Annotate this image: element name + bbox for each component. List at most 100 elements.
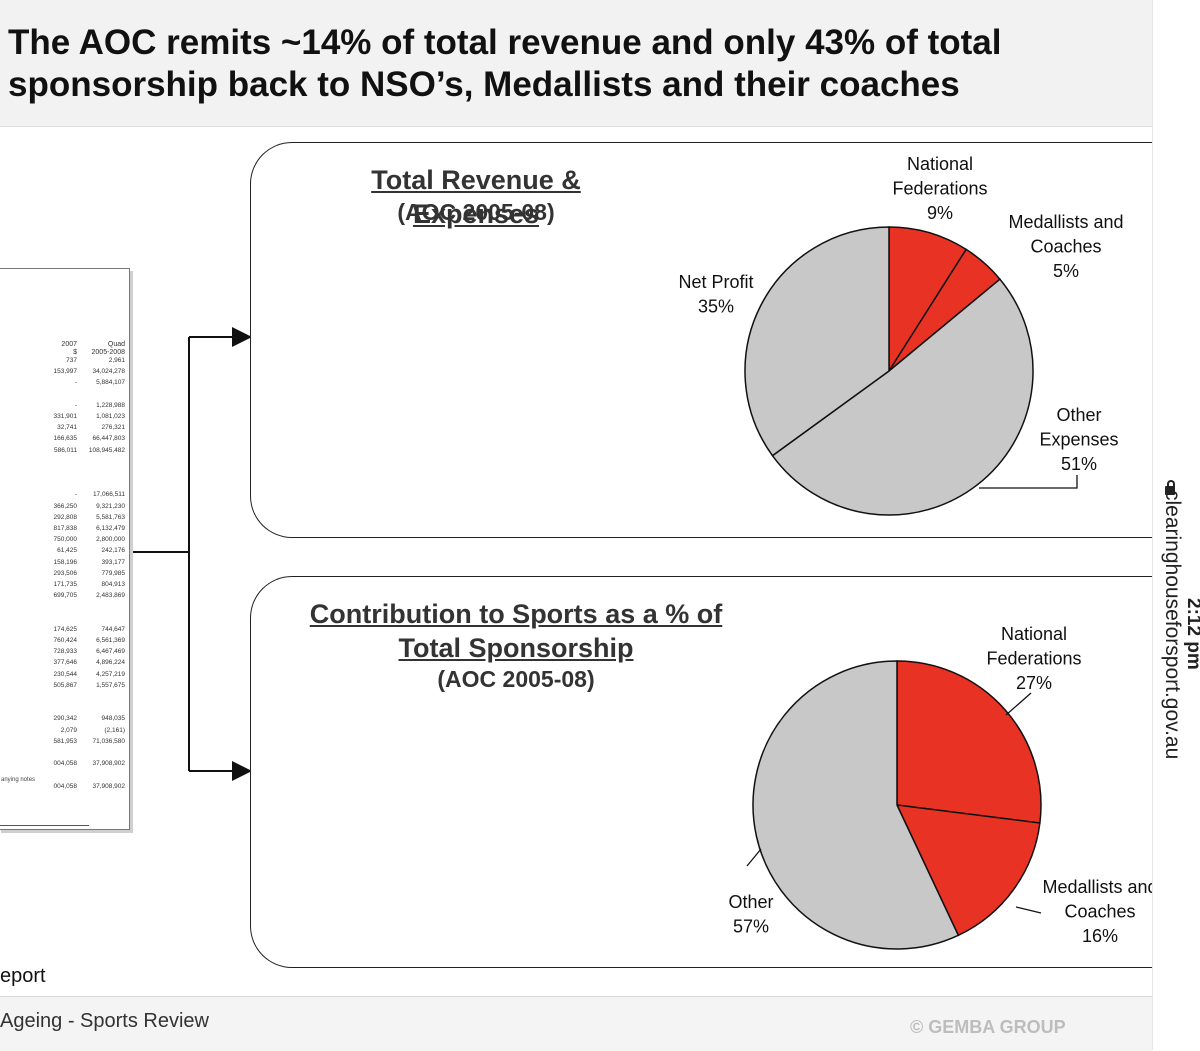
statement-cell-quad: 804,913 (101, 581, 126, 588)
statement-row: 377,646 4,896,224 (0, 659, 129, 668)
sponsorship-title-line-2: Total Sponsorship (398, 633, 634, 663)
pie-category-label: Medallists and (1042, 877, 1156, 897)
statement-cell-year: 737 (66, 357, 77, 364)
pie-category-label: Net Profit (678, 272, 753, 292)
statement-cell-quad: 1,081,023 (96, 413, 125, 420)
statement-cell-quad: 2,961 (108, 357, 125, 364)
statement-cell-quad: 5,884,107 (96, 379, 125, 387)
pie-label-0: National Federations 27% (986, 624, 1082, 716)
statement-cell-quad: 9,321,230 (96, 502, 125, 510)
statement-cell-quad: 34,024,278 (92, 368, 125, 376)
statement-cell-year: - (74, 379, 77, 387)
pie-slice-3 (744, 226, 890, 457)
statement-row: 586,011 108,945,482 (0, 447, 129, 456)
sponsorship-chart-title: Contribution to Sports as a % of Total S… (281, 597, 751, 665)
pie-label-0: National Federations 9% (892, 154, 987, 223)
statement-cell-year: 004,058 (53, 760, 78, 768)
statement-row: 32,741 276,321 (0, 424, 129, 433)
browser-url[interactable]: clearinghouseforsport.gov.au (1161, 490, 1184, 760)
statement-cell-year: 586,011 (53, 446, 77, 454)
statement-cell-year: 817,838 (53, 525, 78, 532)
statement-row: 581,953 71,036,580 (0, 738, 129, 747)
statement-row: 750,000 2,800,000 (0, 536, 129, 545)
statement-quad: Quad (107, 341, 125, 348)
statement-cell-year: 750,000 (53, 536, 78, 544)
statement-row: 292,808 5,581,763 (0, 514, 129, 523)
pie-leader-line (1015, 906, 1042, 914)
statement-cell-quad: 1,228,988 (96, 401, 125, 409)
statement-cell-quad: 2,800,000 (96, 536, 125, 544)
statement-quad-period: 2005-2008 (91, 349, 125, 356)
pie-value-label: 5% (1053, 261, 1079, 281)
pie-value-label: 16% (1082, 926, 1118, 946)
statement-cell-year: 728,933 (53, 648, 78, 656)
statement-cell-quad: 37,908,902 (92, 760, 125, 768)
revenue-chart-title: Total Revenue & Expenses (371, 165, 581, 229)
statement-cell-year: 171,735 (53, 581, 78, 588)
sponsorship-title-line-1: Contribution to Sports as a % of (309, 599, 723, 629)
statement-row: 817,838 6,132,479 (0, 525, 129, 534)
statement-note: anying notes (1, 777, 36, 783)
statement-cell-quad: 17,066,511 (92, 491, 125, 499)
pie-slice-1 (895, 804, 1041, 937)
statement-cell-year: 290,342 (53, 715, 78, 723)
pie-slice-0 (888, 226, 968, 374)
statement-row: 737 2,961 (0, 357, 129, 366)
statement-cell-year: 153,997 (53, 368, 78, 376)
statement-cell-year: 505,867 (53, 681, 78, 689)
statement-row: 004,058 37,908,902 (0, 783, 129, 792)
statement-cell-quad: 37,908,902 (92, 782, 125, 790)
statement-row: 230,544 4,257,219 (0, 671, 129, 680)
statement-cell-year: 331,901 (53, 413, 78, 420)
statement-year: 2007 (61, 341, 77, 348)
statement-row: 290,342 948,035 (0, 715, 129, 724)
revenue-pie-chart: National Federations 9% Medallists and Coach… (678, 154, 1124, 516)
browser-side-strip (1152, 0, 1200, 1050)
pie-label-1: Medallists and Coaches 16% (1015, 877, 1156, 946)
statement-row: - 5,884,107 (0, 379, 129, 388)
statement-cell-year: 158,196 (53, 558, 78, 566)
pie-slice-2 (752, 660, 960, 950)
statement-row: 174,625 744,647 (0, 626, 129, 635)
statement-row: 728,933 6,467,469 (0, 648, 129, 657)
pie-value-label: 57% (733, 917, 769, 937)
slide-title: The AOC remits ~14% of total revenue and… (8, 23, 1002, 104)
statement-cell-year: 699,705 (53, 592, 78, 600)
statement-cell-year: 366,250 (53, 502, 78, 510)
pie-label-2: Other Expenses 51% (979, 405, 1119, 489)
title-band: The AOC remits ~14% of total revenue and… (0, 0, 1152, 127)
statement-cell-year: 2,079 (60, 726, 77, 734)
statement-cell-quad: 242,176 (101, 547, 126, 555)
pie-leader-line (1005, 692, 1032, 716)
revenue-chart-subtitle: (AOC 2005-08) (397, 199, 555, 225)
statement-cell-quad: 4,257,219 (96, 670, 125, 678)
statement-cell-quad: 393,177 (101, 558, 126, 566)
statement-row: 2,079 (2,161) (0, 727, 129, 736)
statement-cell-quad: (2,161) (104, 726, 125, 734)
pie-value-label: 9% (927, 203, 953, 223)
statement-row: 166,635 66,447,803 (0, 435, 129, 444)
pie-label-2: Other 57% (728, 848, 774, 937)
statement-row: - 1,228,988 (0, 402, 129, 411)
source-label: eport (0, 965, 46, 987)
sponsorship-chart-subtitle: (AOC 2005-08) (437, 666, 595, 692)
statement-rule (0, 825, 89, 826)
pie-category-label: Medallists and (1008, 212, 1123, 232)
sponsorship-pie-chart: National Federations 27% Medallists and Coac… (728, 624, 1156, 950)
connector-arrows (133, 327, 252, 781)
pie-category-label: National (907, 154, 973, 174)
pie-category-label: National (1001, 624, 1067, 644)
statement-cell-year: - (74, 491, 77, 499)
statement-cell-year: 174,625 (53, 625, 78, 633)
pie-category-label: Coaches (1064, 902, 1135, 922)
statement-row: 61,425 242,176 (0, 547, 129, 556)
pie-leader-line (746, 848, 762, 867)
statement-row: 331,901 1,081,023 (0, 413, 129, 422)
footer-title: Ageing - Sports Review (0, 1010, 209, 1032)
statement-row: 158,196 393,177 (0, 559, 129, 568)
statement-cell-year: 292,808 (53, 513, 78, 521)
pie-value-label: 35% (698, 297, 734, 317)
statement-cell-year: 32,741 (57, 424, 77, 432)
statement-cell-year: 377,646 (53, 659, 78, 667)
pie-category-label: Federations (892, 179, 987, 199)
